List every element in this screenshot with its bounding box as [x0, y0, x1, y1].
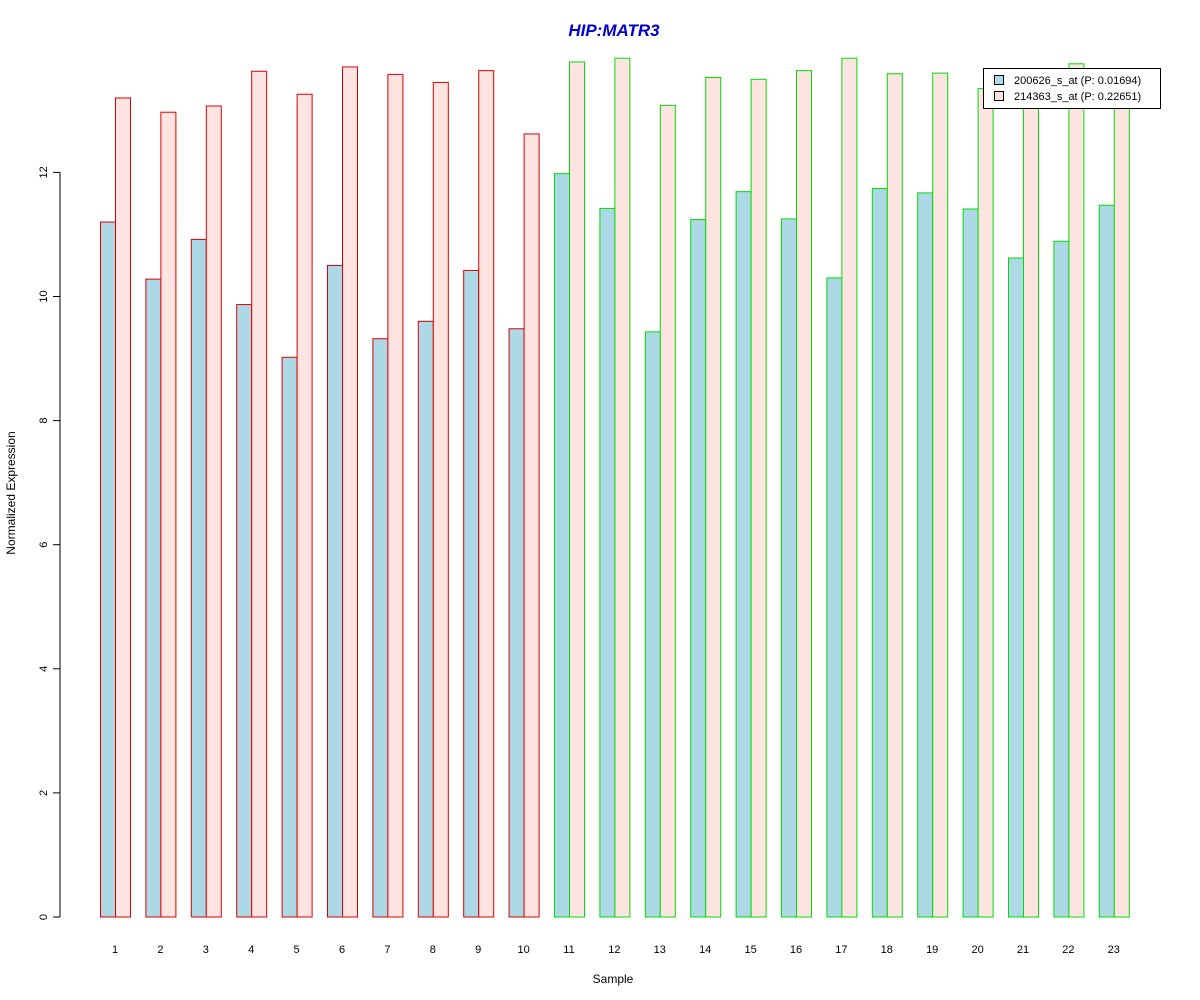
- bar-series1-sample-21: [1008, 257, 1024, 918]
- bar-series1-sample-4: [236, 304, 253, 918]
- bar-series1-sample-2: [145, 278, 162, 918]
- x-tick-label: 13: [654, 944, 666, 956]
- bar-series1-sample-14: [690, 219, 707, 918]
- bar-series2-sample-18: [886, 73, 903, 918]
- y-axis-title: Normalized Expression: [4, 431, 18, 554]
- bar-series1-sample-23: [1098, 204, 1115, 918]
- bar-series2-sample-12: [614, 57, 631, 918]
- bar-series1-sample-11: [554, 173, 570, 918]
- bar-series2-sample-7: [387, 73, 404, 918]
- bar-series1-sample-9: [463, 269, 480, 918]
- x-tick-label: 21: [1017, 944, 1029, 956]
- bar-series1-sample-22: [1053, 240, 1070, 918]
- bar-series2-sample-11: [569, 61, 585, 918]
- bar-series1-sample-12: [599, 207, 616, 918]
- bar-series1-sample-16: [781, 218, 797, 918]
- bar-series1-sample-5: [281, 356, 298, 918]
- chart-title: HIP:MATR3: [568, 21, 660, 40]
- x-tick-labels: 1 2 3 4 5 6 7 8 9 10 11 12 13 14 15 16 17 18 19 20 21 22 23: [112, 944, 1120, 956]
- bar-series2-sample-8: [432, 81, 449, 918]
- bar-series2-sample-3: [205, 105, 222, 918]
- x-tick-label: 6: [339, 944, 345, 956]
- bar-series1-sample-13: [644, 331, 661, 918]
- x-tick-label: 1: [112, 944, 118, 956]
- bar-series2-sample-15: [750, 78, 767, 918]
- bar-series2-sample-13: [659, 104, 676, 918]
- bar-series1-sample-19: [917, 192, 934, 918]
- bar-series1-sample-7: [372, 338, 389, 918]
- x-tick-label: 4: [248, 944, 254, 956]
- legend-box: [983, 68, 1161, 109]
- bar-series2-sample-21: [1023, 72, 1039, 918]
- bar-series2-sample-9: [478, 70, 495, 918]
- bar-series2-sample-14: [705, 76, 722, 918]
- legend-label: 214363_s_at (P: 0.22651): [1014, 91, 1141, 103]
- legend-swatch: [994, 91, 1004, 101]
- y-axis: 0 2 4 6 8 10 12: [38, 166, 61, 920]
- legend-swatch: [994, 75, 1004, 85]
- x-tick-label: 18: [881, 944, 893, 956]
- y-tick-label: 6: [38, 542, 50, 548]
- x-tick-label: 17: [835, 944, 847, 956]
- bar-series2-sample-1: [115, 97, 131, 918]
- y-tick-label: 10: [38, 290, 50, 302]
- x-tick-label: 11: [563, 944, 574, 956]
- x-tick-label: 22: [1062, 944, 1074, 956]
- y-tick-label: 0: [38, 914, 50, 920]
- bar-series2-sample-17: [841, 57, 858, 918]
- bar-series2-sample-10: [523, 133, 540, 918]
- x-tick-label: 2: [157, 944, 163, 956]
- x-tick-label: 12: [608, 944, 620, 956]
- x-tick-label: 5: [294, 944, 300, 956]
- bar-series1-sample-15: [735, 191, 752, 918]
- x-tick-label: 10: [517, 944, 529, 956]
- x-tick-label: 16: [790, 944, 802, 956]
- bar-series2-sample-5: [296, 93, 313, 918]
- bar-series1-sample-18: [871, 188, 888, 918]
- x-tick-label: 3: [203, 944, 209, 956]
- bar-series1-sample-20: [962, 208, 979, 918]
- x-tick-label: 23: [1108, 944, 1120, 956]
- y-tick-label: 4: [38, 666, 50, 672]
- y-tick-label: 12: [38, 166, 50, 178]
- bar-series2-sample-4: [251, 70, 268, 918]
- legend: 200626_s_at (P: 0.01694) 214363_s_at (P: …: [983, 68, 1161, 109]
- bar-series1-sample-1: [100, 221, 116, 918]
- bar-series2-sample-16: [796, 70, 812, 918]
- bar-series2-sample-2: [160, 111, 177, 918]
- bar-series2-sample-20: [977, 88, 994, 918]
- bar-series2-sample-6: [342, 66, 358, 918]
- y-tick-label: 8: [38, 418, 50, 424]
- legend-label: 200626_s_at (P: 0.01694): [1014, 75, 1141, 87]
- bar-series2-sample-19: [932, 72, 949, 918]
- x-tick-label: 7: [384, 944, 390, 956]
- bar-series1-sample-8: [417, 320, 434, 918]
- x-tick-label: 8: [430, 944, 436, 956]
- bars-group: [100, 57, 1130, 918]
- x-tick-label: 14: [699, 944, 711, 956]
- x-tick-label: 19: [926, 944, 938, 956]
- x-tick-label: 15: [744, 944, 756, 956]
- x-tick-label: 20: [971, 944, 983, 956]
- bar-series2-sample-22: [1068, 63, 1085, 918]
- bar-series1-sample-3: [190, 238, 207, 918]
- y-tick-label: 2: [38, 790, 50, 796]
- bar-series1-sample-10: [508, 328, 525, 918]
- x-axis-title: Sample: [593, 972, 634, 986]
- bar-series2-sample-23: [1113, 72, 1130, 918]
- x-tick-label: 9: [475, 944, 481, 956]
- bar-series1-sample-6: [327, 264, 343, 918]
- bar-series1-sample-17: [826, 277, 843, 918]
